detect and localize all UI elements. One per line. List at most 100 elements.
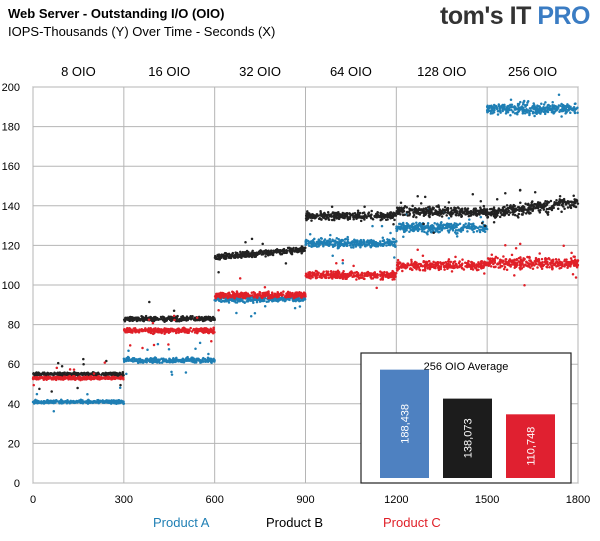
data-point (472, 211, 476, 215)
data-point (246, 292, 250, 295)
data-point (144, 314, 148, 318)
data-point (524, 202, 527, 205)
data-point (513, 213, 517, 217)
data-point (119, 383, 122, 387)
data-point (346, 238, 350, 241)
data-point (556, 207, 560, 211)
data-point (423, 225, 427, 228)
data-point (345, 214, 349, 217)
data-point (367, 274, 370, 277)
data-point (131, 357, 135, 360)
data-point (369, 216, 373, 220)
data-point (533, 202, 536, 206)
data-point (373, 241, 376, 245)
data-point (363, 213, 367, 216)
data-point (107, 377, 111, 380)
chart-subtitle: IOPS-Thousands (Y) Over Time - Seconds (… (8, 24, 276, 39)
data-point (289, 249, 292, 253)
brand-logo: tom's IT PRO (440, 2, 590, 31)
data-point (173, 358, 176, 361)
data-point (130, 317, 133, 321)
data-point (419, 224, 423, 227)
data-point (339, 240, 342, 244)
data-point (538, 203, 541, 207)
data-point (410, 208, 413, 211)
data-point (461, 226, 464, 230)
data-point (469, 227, 473, 230)
data-point (343, 272, 347, 276)
y-tick-label: 120 (2, 240, 20, 252)
data-point (307, 273, 310, 276)
data-point (100, 373, 103, 376)
data-point (82, 363, 85, 366)
data-point (60, 402, 63, 405)
data-point (229, 253, 232, 257)
data-point (396, 258, 400, 262)
data-point (73, 374, 76, 378)
data-point (506, 207, 509, 210)
data-point (144, 360, 147, 363)
data-point (566, 103, 569, 106)
data-point (472, 230, 475, 234)
data-point (576, 111, 579, 114)
data-point (246, 251, 250, 255)
data-point (379, 242, 382, 245)
data-point (445, 214, 448, 217)
data-point (211, 331, 215, 335)
data-point (415, 224, 418, 227)
data-point (244, 294, 247, 297)
data-point (358, 211, 362, 215)
data-point (496, 113, 500, 116)
data-point (276, 249, 279, 253)
data-point (208, 358, 212, 362)
data-point (32, 383, 35, 387)
data-point (351, 275, 354, 279)
data-point (289, 251, 293, 255)
data-point (516, 110, 520, 114)
data-point (335, 261, 338, 265)
data-point (414, 226, 417, 230)
data-point (466, 230, 469, 233)
data-point (395, 229, 399, 232)
data-point (85, 400, 89, 404)
data-point (315, 245, 319, 248)
data-point (207, 316, 210, 320)
data-point (437, 204, 440, 207)
data-point (511, 111, 515, 114)
data-point (412, 213, 416, 217)
data-point (416, 194, 419, 198)
data-point (461, 207, 464, 211)
data-point (89, 377, 93, 380)
data-point (315, 242, 318, 246)
data-point (430, 225, 433, 228)
data-point (72, 368, 76, 371)
data-point (298, 305, 302, 308)
data-point (274, 298, 278, 302)
data-point (551, 108, 554, 111)
data-point (221, 254, 224, 257)
data-point (217, 309, 220, 312)
data-point (117, 399, 121, 402)
data-point (411, 204, 414, 208)
data-point (533, 111, 537, 114)
data-point (127, 349, 130, 352)
data-point (248, 299, 252, 302)
data-point (464, 222, 467, 226)
x-tick-label: 0 (30, 494, 36, 506)
data-point (42, 402, 46, 405)
data-point (283, 299, 286, 302)
data-point (164, 318, 168, 322)
data-point (502, 214, 506, 217)
data-point (224, 256, 228, 260)
data-point (448, 229, 451, 232)
data-point (329, 233, 332, 237)
data-point (472, 222, 475, 225)
data-point (272, 249, 275, 253)
data-point (465, 226, 468, 230)
data-point (428, 267, 432, 271)
data-point (516, 206, 520, 209)
section-label: 32 OIO (239, 64, 281, 79)
data-point (239, 254, 243, 258)
data-point (389, 231, 392, 235)
data-point (465, 210, 469, 214)
